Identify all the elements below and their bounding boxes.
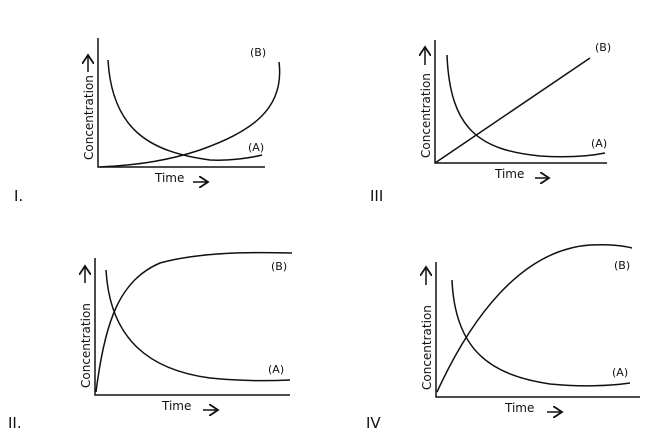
x-axis-label: Time: [494, 167, 524, 181]
panel-number: II.: [8, 414, 22, 432]
curve-b-label: (B): [271, 260, 287, 273]
curve-a: [451, 279, 631, 387]
panel-number: III: [370, 187, 383, 205]
axes: [435, 262, 640, 398]
curve-b-label: (B): [595, 41, 611, 54]
axes: [434, 40, 607, 164]
curve-a-label: (A): [248, 141, 264, 154]
curve-a-label: (A): [591, 137, 607, 150]
curve-a-label: (A): [268, 363, 284, 376]
y-axis-label: Concentration: [82, 75, 96, 160]
x-axis-label: Time: [154, 171, 184, 185]
curve-a: [107, 59, 263, 161]
curve-b-label: (B): [614, 259, 630, 272]
panel-number: I.: [14, 187, 23, 205]
curve-b: [434, 57, 591, 164]
curve-b: [436, 244, 633, 393]
panel-ii: (B) (A) Concentration Time II.: [8, 251, 293, 432]
panel-number: IV: [366, 414, 381, 432]
y-axis-label: Concentration: [79, 303, 93, 388]
curve-b-label: (B): [250, 46, 266, 59]
curve-a: [105, 269, 291, 382]
curve-a-label: (A): [612, 366, 628, 379]
y-axis-label: Concentration: [419, 73, 433, 158]
x-axis-label: Time: [161, 399, 191, 413]
curve-b: [99, 61, 281, 168]
x-axis-label: Time: [504, 401, 534, 415]
panel-iv: (B) (A) Concentration Time IV: [366, 244, 640, 432]
axes: [97, 38, 265, 168]
panel-iii: (B) (A) Concentration Time III: [370, 40, 611, 205]
panel-i: (B) (A) Concentration Time I.: [14, 38, 281, 205]
y-axis-label: Concentration: [420, 305, 434, 390]
curve-a: [446, 54, 606, 158]
axes: [94, 258, 290, 396]
curve-b: [95, 251, 293, 393]
